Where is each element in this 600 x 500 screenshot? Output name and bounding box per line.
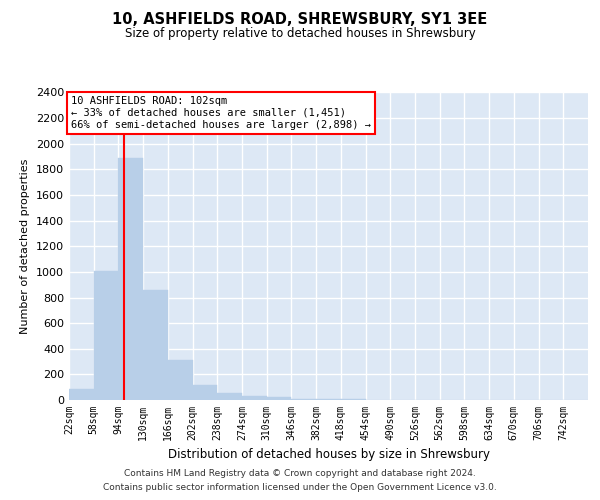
Text: 10, ASHFIELDS ROAD, SHREWSBURY, SY1 3EE: 10, ASHFIELDS ROAD, SHREWSBURY, SY1 3EE xyxy=(112,12,488,28)
Bar xyxy=(118,158,143,400)
Bar xyxy=(94,270,118,400)
Bar xyxy=(267,398,292,400)
Text: 10 ASHFIELDS ROAD: 102sqm
← 33% of detached houses are smaller (1,451)
66% of se: 10 ASHFIELDS ROAD: 102sqm ← 33% of detac… xyxy=(71,96,371,130)
Bar xyxy=(217,393,242,400)
X-axis label: Distribution of detached houses by size in Shrewsbury: Distribution of detached houses by size … xyxy=(167,448,490,462)
Text: Size of property relative to detached houses in Shrewsbury: Size of property relative to detached ho… xyxy=(125,28,475,40)
Text: Contains HM Land Registry data © Crown copyright and database right 2024.: Contains HM Land Registry data © Crown c… xyxy=(124,468,476,477)
Y-axis label: Number of detached properties: Number of detached properties xyxy=(20,158,31,334)
Bar xyxy=(168,360,193,400)
Bar xyxy=(242,396,267,400)
Bar xyxy=(69,389,94,400)
Bar xyxy=(316,399,341,400)
Bar xyxy=(292,398,316,400)
Bar xyxy=(193,386,217,400)
Bar xyxy=(143,290,168,400)
Text: Contains public sector information licensed under the Open Government Licence v3: Contains public sector information licen… xyxy=(103,484,497,492)
